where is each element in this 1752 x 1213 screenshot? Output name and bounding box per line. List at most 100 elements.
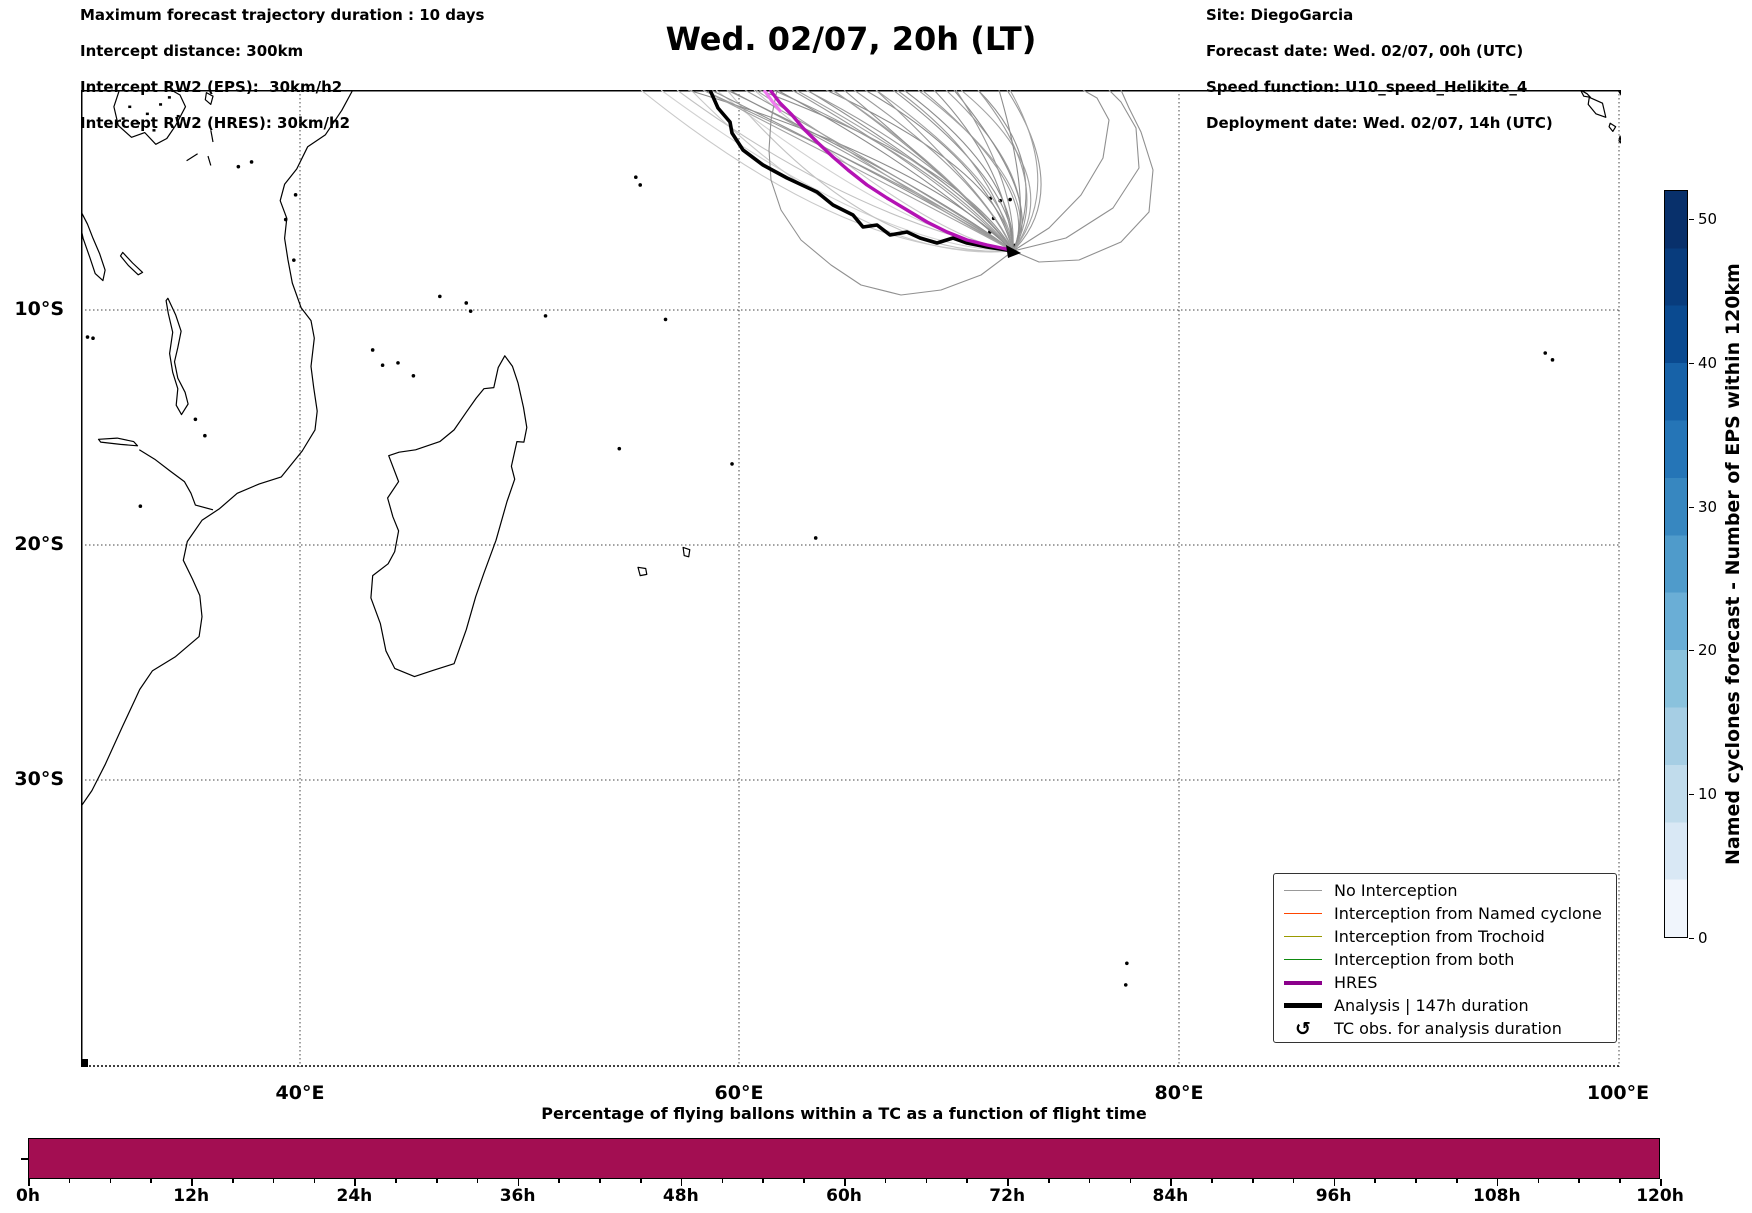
colorbar [1664, 190, 1688, 938]
ensemble-trajectory [843, 90, 1014, 252]
bottom-chart-minor-tick [1129, 1179, 1132, 1183]
batu-island-outline [1579, 90, 1592, 98]
island-dot [283, 217, 288, 222]
ensemble-trajectory-outlier [768, 90, 1014, 296]
lake-victoria-outline [113, 90, 187, 145]
legend-line [1284, 959, 1322, 960]
lake-tanganyika-outline [81, 210, 106, 282]
bottom-chart-minor-tick [68, 1179, 71, 1183]
legend-item-label: Interception from Named cyclone [1334, 904, 1602, 923]
bottom-chart-x-tick-label: 24h [336, 1186, 373, 1206]
lake-cahora-bassa-outline [97, 437, 139, 447]
mauritius-outline [682, 546, 691, 558]
colorbar-tick [1689, 938, 1694, 939]
legend-line [1284, 936, 1322, 937]
colorbar-tick-label: 0 [1698, 929, 1708, 947]
bottom-chart-major-tick [28, 1179, 30, 1186]
x-axis-tick-label: 40°E [275, 1082, 325, 1104]
x-axis-tick-label: 100°E [1586, 1082, 1650, 1104]
bottom-chart-minor-tick [721, 1179, 724, 1183]
bottom-chart-minor-tick [1619, 1179, 1621, 1183]
island-dot [138, 504, 143, 509]
y-axis-tick-label: 30°S [14, 768, 64, 790]
bottom-chart-bar [28, 1138, 1660, 1179]
analysis-trajectory [708, 90, 1014, 253]
hres-trajectory [768, 90, 1012, 252]
legend-item: No Interception [1284, 879, 1616, 902]
bottom-chart-major-tick [1496, 1179, 1499, 1186]
island-dot [638, 183, 643, 187]
island-dot [634, 175, 638, 180]
legend-item: HRES [1284, 971, 1616, 994]
ensemble-trajectory [903, 90, 1014, 252]
bottom-chart-x-tick-label: 96h [1315, 1186, 1352, 1206]
bottom-chart-minor-tick [1456, 1179, 1458, 1183]
tc-obs-icon: ↺ [1284, 1019, 1322, 1038]
ensemble-trajectory [896, 90, 1014, 252]
island-dot [617, 446, 622, 451]
lake-natron-coastline [210, 130, 214, 143]
header-right-line: Site: DiegoGarcia [1206, 6, 1354, 24]
colorbar-tick-label: 40 [1698, 354, 1718, 372]
zambezi-river-coastline [138, 449, 214, 511]
y-axis-tick-label: 10°S [14, 298, 64, 320]
island-dot [91, 336, 95, 340]
island-dot [293, 193, 298, 197]
colorbar-tick [1689, 219, 1694, 220]
bottom-chart-minor-tick [558, 1179, 560, 1183]
island-dot [1008, 197, 1012, 202]
ensemble-trajectory [955, 90, 1014, 252]
lake-island-dot [167, 96, 171, 99]
bottom-chart-minor-tick [1578, 1179, 1580, 1183]
ensemble-trajectory [702, 90, 1014, 252]
lake-island-dot [137, 122, 141, 125]
bottom-chart-x-tick-label: 120h [1636, 1186, 1684, 1206]
legend-item-label: Interception from both [1334, 950, 1515, 969]
pagai-clip-outline [1618, 135, 1621, 144]
bottom-chart-minor-tick [476, 1179, 479, 1183]
bottom-chart-minor-tick [1088, 1179, 1091, 1183]
legend-item-label: No Interception [1334, 881, 1458, 900]
ensemble-trajectory [776, 90, 1014, 252]
legend-item: ↺ TC obs. for analysis duration [1284, 1017, 1616, 1040]
bottom-chart-x-tick-label: 0h [16, 1186, 40, 1206]
island-dot [663, 317, 668, 322]
lake-island-dot [176, 114, 180, 118]
legend-item: Analysis | 147h duration [1284, 994, 1616, 1017]
colorbar-tick-label: 30 [1698, 498, 1718, 516]
legend-line-sample [1284, 980, 1322, 985]
bottom-chart-minor-tick [109, 1179, 112, 1183]
island-dot [292, 258, 296, 262]
ensemble-trajectory [710, 90, 1014, 252]
bottom-chart-major-tick [1170, 1179, 1172, 1186]
header-left-line: Intercept RW2 (HRES): 30km/h2 [80, 114, 351, 132]
hres-trajectory-start [762, 90, 783, 114]
legend-item: Interception from both [1284, 948, 1616, 971]
header-right-line: Forecast date: Wed. 02/07, 00h (UTC) [1206, 42, 1524, 60]
island-dot [464, 301, 469, 305]
island-dot [813, 536, 818, 540]
ensemble-trajectory-outlier [1012, 90, 1140, 252]
ensemble-trajectory [875, 90, 1014, 252]
bottom-chart-minor-tick [803, 1179, 805, 1183]
island-dot [380, 363, 385, 368]
ensemble-trajectory [933, 90, 1014, 252]
island-dot [203, 433, 207, 438]
header-left-line: Maximum forecast trajectory duration : 1… [80, 6, 485, 24]
lake-eyasi-coastline [186, 153, 198, 162]
colorbar-label: Named cyclones forecast - Number of EPS … [1722, 263, 1744, 865]
bottom-chart-minor-tick [1292, 1179, 1295, 1183]
map-corner-marker [81, 1059, 88, 1067]
colorbar-tick-label: 20 [1698, 641, 1718, 659]
bottom-chart-major-tick [354, 1179, 356, 1186]
legend-line [1284, 913, 1322, 914]
bottom-chart-minor-tick [395, 1179, 397, 1183]
kenya-lake-outline [204, 91, 214, 105]
ensemble-trajectory [875, 90, 1014, 252]
bottom-chart-minor-tick [599, 1179, 601, 1183]
bottom-chart-x-tick-label: 72h [989, 1186, 1026, 1206]
lake-island-dot [152, 129, 156, 132]
y-axis-tick-label: 20°S [14, 533, 64, 555]
header-left-line: Intercept distance: 300km [80, 42, 304, 60]
